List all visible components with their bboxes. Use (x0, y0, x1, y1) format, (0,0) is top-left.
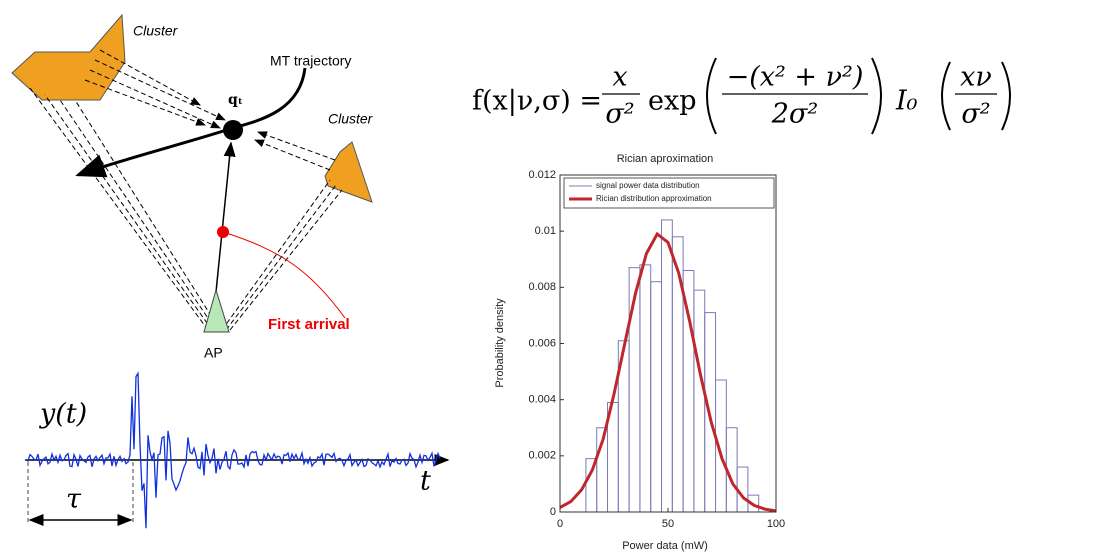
propagation-diagram: Cluster Cluster MT trajectory qₜ First a… (11, 13, 374, 361)
formula-term: x (612, 62, 627, 93)
formula-lhs: f(x|ν,σ) = (472, 86, 602, 117)
time-label: t (420, 466, 431, 497)
cluster-shape (11, 13, 126, 101)
histogram-bar (693, 289, 706, 513)
y-tick-label: 0.008 (528, 281, 556, 293)
x-axis-label: Power data (mW) (622, 540, 708, 552)
histogram-bar (682, 269, 695, 513)
y-tick-label: 0.01 (535, 225, 556, 237)
histogram-bar (671, 236, 684, 513)
cluster-label: Cluster (328, 111, 374, 127)
ap-label: AP (204, 345, 223, 361)
formula-term: xν (960, 62, 992, 93)
plot-frame (559, 174, 777, 513)
chart-title: Rician aproximation (617, 153, 714, 165)
formula-term: exp (648, 86, 697, 117)
waveform (24, 371, 441, 529)
cluster-shape (324, 141, 373, 203)
access-point (203, 288, 230, 333)
histogram-bar (650, 281, 663, 513)
formula-term: σ² (961, 99, 990, 130)
mobile-terminal (223, 120, 243, 140)
trajectory-label: MT trajectory (270, 53, 351, 69)
signal-label: y(t) (39, 399, 87, 430)
paren (706, 57, 717, 135)
legend-label: signal power data distribution (596, 181, 700, 190)
y-tick-label: 0.004 (528, 394, 556, 406)
delay-label: τ (66, 484, 82, 515)
y-tick-label: 0.002 (528, 450, 556, 462)
formula-term: −(x² + ν²) (727, 62, 864, 93)
first-arrival-pointer (222, 231, 346, 319)
formula: f(x|ν,σ) = x σ² exp −(x² + ν²) 2σ² I₀ xν… (472, 57, 1011, 135)
x-tick-label: 0 (557, 518, 563, 530)
y-tick-label: 0 (550, 506, 556, 518)
first-arrival-point (217, 226, 229, 238)
y-tick-label: 0.006 (528, 337, 556, 349)
formula-term: I₀ (895, 86, 918, 117)
x-tick-label: 100 (767, 518, 785, 530)
legend-label: Rician distribution approximation (596, 194, 712, 203)
cluster-label: Cluster (133, 23, 179, 39)
formula-term: σ² (605, 99, 634, 130)
fit-curve (559, 231, 777, 513)
legend-box (563, 177, 775, 209)
multipath-rays (29, 49, 343, 331)
formula-term: 2σ² (771, 99, 818, 130)
first-arrival-label: First arrival (268, 316, 350, 333)
y-axis-label: Probability density (494, 298, 506, 388)
direct-path (215, 141, 236, 293)
y-tick-label: 0.012 (528, 169, 556, 181)
histogram-chart: Rician aproximation Power data (mW) Prob… (494, 153, 785, 552)
paren (871, 57, 882, 135)
histogram-bar (661, 219, 673, 513)
histogram-bar (639, 264, 652, 513)
x-tick-label: 50 (662, 518, 674, 530)
position-label: qₜ (228, 92, 243, 108)
signal-plot: y(t) t τ (24, 371, 450, 529)
paren (941, 61, 951, 131)
paren (1001, 61, 1011, 131)
